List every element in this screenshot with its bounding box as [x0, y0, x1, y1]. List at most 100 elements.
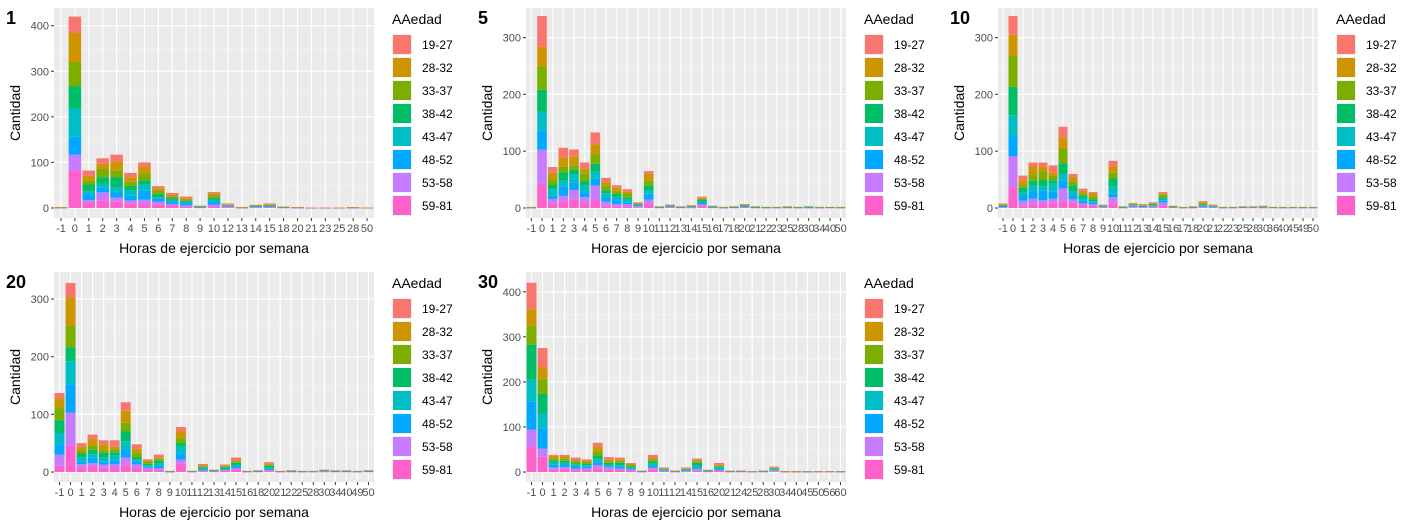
- bar-segment: [152, 193, 165, 198]
- bar-segment: [1238, 207, 1248, 209]
- bar-segment: [98, 457, 109, 462]
- bar-segment: [142, 465, 153, 467]
- legend-label: 19-27: [894, 302, 925, 316]
- bar-segment: [793, 206, 803, 208]
- bar-segment: [1048, 172, 1058, 176]
- bar-segment: [264, 468, 275, 470]
- bar-segment: [1198, 201, 1208, 203]
- bar-segment: [1108, 193, 1118, 198]
- bar-segment: [665, 206, 675, 208]
- chart-panel-30: 0 100 200 300 400 -1 0 1 2 3 4 5 6 7 8 9 10 11 12 14 15 16 20 2…: [472, 264, 942, 527]
- bar-segment: [319, 469, 330, 471]
- bar-segment: [1208, 205, 1218, 207]
- bar-segment: [221, 205, 235, 207]
- legend-label: 28-32: [422, 325, 453, 339]
- bar-segment: [1028, 191, 1038, 199]
- bar-segment: [643, 171, 654, 174]
- bar-segment: [537, 15, 547, 47]
- bar-segment: [592, 468, 603, 472]
- bar-segment: [1228, 206, 1238, 208]
- legend-label: 28-32: [894, 325, 925, 339]
- x-tick-label: 13: [208, 487, 220, 499]
- y-axis-title: Cantidad: [479, 349, 495, 405]
- bar-segment: [87, 449, 98, 455]
- bar-segment: [109, 468, 120, 472]
- bar-segment: [558, 172, 569, 181]
- bar-segment: [330, 470, 341, 472]
- bar-segment: [769, 471, 780, 472]
- bar-segment: [76, 443, 87, 447]
- bar-segment: [124, 172, 137, 178]
- bar-segment: [590, 185, 601, 200]
- bar-segment: [803, 206, 814, 208]
- bar-segment: [142, 463, 153, 466]
- bar-segment: [1088, 205, 1098, 208]
- bar-segment: [547, 203, 558, 208]
- bar-segment: [175, 437, 186, 444]
- bar-segment: [319, 471, 330, 473]
- bar-segment: [207, 202, 221, 205]
- bar-segment: [703, 471, 714, 473]
- x-tick-label: 20: [1197, 223, 1209, 235]
- bar-segment: [643, 173, 654, 181]
- bar-segment: [87, 434, 98, 439]
- bar-segment: [209, 469, 219, 471]
- bar-segment: [1018, 187, 1028, 193]
- bar-segment: [714, 467, 725, 469]
- bar-segment: [76, 453, 87, 458]
- bar-segment: [1038, 180, 1048, 187]
- bar-segment: [1258, 207, 1268, 208]
- bar-segment: [166, 199, 179, 202]
- bar-segment: [665, 205, 675, 206]
- bar-segment: [625, 466, 636, 468]
- bar-segment: [209, 470, 219, 471]
- x-tick-label: 18: [1187, 223, 1199, 235]
- legend-key: [865, 173, 883, 192]
- bar-segment: [263, 206, 276, 207]
- bar-segment: [277, 206, 290, 208]
- bar-segment: [1128, 205, 1138, 207]
- legend-label: 59-81: [894, 463, 925, 477]
- bar-segment: [1158, 192, 1168, 194]
- bar-segment: [109, 455, 120, 461]
- bar-segment: [221, 204, 235, 205]
- legend-label: 43-47: [894, 130, 925, 144]
- bar-segment: [1148, 205, 1158, 207]
- bar-segment: [1208, 205, 1218, 207]
- bar-segment: [1068, 181, 1078, 186]
- bar-segment: [581, 465, 592, 467]
- bar-segment: [193, 207, 207, 209]
- bar-segment: [1198, 207, 1208, 208]
- legend-key: [393, 150, 411, 169]
- bar-segment: [209, 470, 219, 472]
- bar-segment: [264, 469, 275, 471]
- bar-segment: [263, 205, 276, 206]
- legend-key: [393, 104, 411, 123]
- x-tick-label: 9: [167, 487, 173, 499]
- bar-segment: [1048, 165, 1058, 173]
- bar-segment: [559, 458, 570, 461]
- legend-key: [1337, 35, 1355, 54]
- legend-label: 38-42: [422, 107, 453, 121]
- bar-segment: [603, 466, 614, 468]
- bar-segment: [736, 470, 747, 472]
- bar-segment: [697, 196, 707, 198]
- x-tick-label: 13: [675, 223, 687, 235]
- x-tick-label: 5: [141, 223, 147, 235]
- bar-segment: [1258, 206, 1268, 207]
- bar-segment: [1088, 201, 1098, 203]
- x-tick-label: 60: [834, 487, 846, 499]
- bar-segment: [68, 86, 82, 109]
- x-tick-label: 22: [285, 487, 297, 499]
- y-tick-label: 300: [503, 33, 521, 45]
- bar-segment: [193, 206, 207, 207]
- bar-segment: [231, 457, 242, 461]
- bar-segment: [1108, 186, 1118, 194]
- bar-segment: [249, 207, 262, 208]
- bar-segment: [341, 470, 352, 471]
- x-tick-label: 6: [606, 487, 612, 499]
- x-tick-label: 0: [539, 223, 545, 235]
- y-tick-label: 100: [31, 409, 49, 421]
- bar-segment: [697, 204, 707, 207]
- bar-segment: [82, 191, 96, 194]
